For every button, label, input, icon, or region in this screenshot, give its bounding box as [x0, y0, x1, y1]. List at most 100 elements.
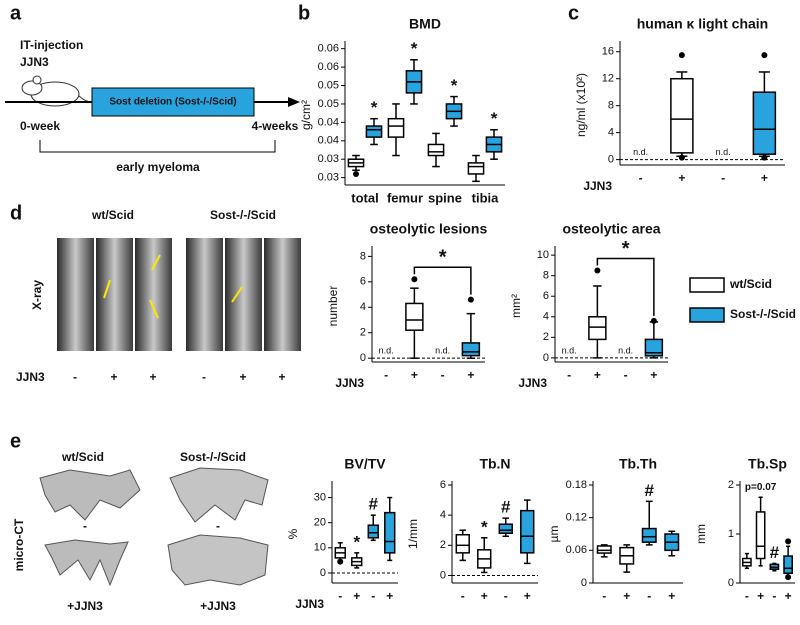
outlier — [467, 296, 474, 303]
value-label: n.d. — [618, 345, 633, 355]
y-tick-label: 0 — [543, 352, 549, 364]
x-tick-label: - — [461, 589, 465, 603]
y-tick-label: 0.06 — [318, 43, 339, 55]
annotation: # — [770, 543, 780, 562]
modality-label: X-ray — [30, 280, 44, 310]
x-tick-label: + — [761, 171, 768, 185]
box — [461, 342, 481, 357]
annotation: * — [451, 76, 458, 95]
condition-label: +JJN3 — [200, 599, 236, 613]
y-tick-label: 20 — [314, 517, 326, 529]
outlier — [337, 558, 344, 565]
panel-label: e — [10, 430, 21, 452]
x-tick-label: tibia — [472, 190, 499, 205]
condition-label: + — [149, 370, 156, 384]
legend-label: wt/Scid — [729, 277, 772, 291]
x-tick-label: - — [639, 171, 643, 185]
x-tick-label: - — [745, 589, 749, 603]
ct-render — [167, 534, 269, 586]
outlier — [785, 538, 792, 545]
y-tick-label: 0.06 — [566, 544, 587, 556]
micro-ct-panel: wt/Scid Sost-/-/Scid micro-CT - - +JJN3 … — [12, 450, 269, 613]
xray-image — [57, 238, 94, 351]
panel-label: b — [298, 2, 310, 24]
y-tick-label: 12 — [602, 73, 614, 85]
annotation: p=0.07 — [745, 482, 777, 493]
x-tick-label: total — [351, 190, 378, 205]
x-tick-label: + — [650, 368, 657, 382]
y-tick-label: 1 — [728, 528, 734, 540]
xray-image — [186, 238, 223, 351]
y-tick-label: 0.03 — [318, 153, 339, 165]
x-tick-label: - — [772, 589, 776, 603]
group-label: Sost-/-/Scid — [180, 450, 246, 464]
y-tick-label: 0.04 — [318, 135, 339, 147]
y-tick-label: 8 — [608, 100, 614, 112]
xray-image — [96, 238, 133, 351]
value-label: n.d. — [379, 346, 394, 356]
annotation: # — [645, 481, 655, 500]
cell-line-label: JJN3 — [20, 55, 49, 69]
significance-label: * — [622, 238, 630, 260]
x-tick-label: + — [668, 589, 675, 603]
injection-label: IT-injection — [20, 38, 83, 52]
y-tick-label: 0.12 — [566, 512, 587, 524]
box — [367, 524, 379, 539]
annotation: * — [491, 109, 498, 128]
chart-title: human κ light chain — [637, 16, 768, 32]
outlier — [761, 52, 768, 59]
box — [783, 555, 793, 574]
y-tick-label: 4 — [360, 301, 366, 313]
y-tick-label: 2 — [728, 479, 734, 491]
y-tick-label: 6 — [543, 290, 549, 302]
x-tick-label: + — [411, 368, 418, 382]
box — [405, 302, 424, 331]
outlier — [353, 170, 359, 177]
y-tick-label: 0 — [728, 577, 734, 589]
ct-render — [44, 539, 129, 587]
annotation: * — [353, 532, 360, 551]
outlier — [411, 276, 418, 283]
xray-panel: wt/Scid Sost-/-/Scid X-ray JJN3 - + + - … — [16, 208, 301, 384]
y-tick-label: 0 — [581, 577, 587, 589]
y-axis-label: 1/mm — [406, 519, 420, 549]
x-axis-label: JJN3 — [335, 376, 364, 390]
x-axis-label: JJN3 — [583, 179, 612, 193]
y-tick-label: 0.06 — [318, 61, 339, 73]
ct-render — [39, 469, 141, 521]
y-axis-label: number — [326, 286, 340, 327]
y-axis-label: % — [286, 528, 300, 539]
start-label: 0-week — [20, 119, 60, 133]
ct-render — [169, 467, 269, 523]
significance-bracket — [413, 266, 472, 295]
x-tick-label: - — [721, 171, 725, 185]
box — [384, 511, 396, 554]
condition-label: + — [110, 370, 117, 384]
x-tick-label: + — [678, 171, 685, 185]
y-tick-label: 4 — [543, 311, 549, 323]
x-tick-label: + — [524, 589, 531, 603]
x-tick-label: + — [623, 589, 630, 603]
y-tick-label: 0 — [360, 352, 366, 364]
panel-label: a — [10, 2, 22, 24]
outlier — [594, 267, 601, 274]
group-label: wt/Scid — [61, 450, 104, 464]
legend-swatch — [689, 307, 725, 323]
x-tick-label: + — [386, 589, 393, 603]
y-tick-label: 10 — [537, 249, 549, 261]
outlier — [761, 154, 768, 161]
x-tick-label: + — [594, 368, 601, 382]
y-tick-label: 4 — [608, 127, 614, 139]
mouse-ear — [32, 75, 42, 85]
outlier — [650, 317, 657, 324]
x-tick-label: - — [567, 368, 571, 382]
arrow-head — [288, 97, 300, 107]
y-tick-label: 0.04 — [318, 116, 339, 128]
y-tick-label: 0.03 — [318, 172, 339, 184]
treatment-box — [91, 87, 255, 117]
x-tick-label: - — [338, 589, 342, 603]
box — [455, 534, 470, 554]
treatment-label: Sost deletion (Sost-/-/Scid) — [109, 97, 236, 108]
chart-title: BMD — [409, 16, 441, 32]
